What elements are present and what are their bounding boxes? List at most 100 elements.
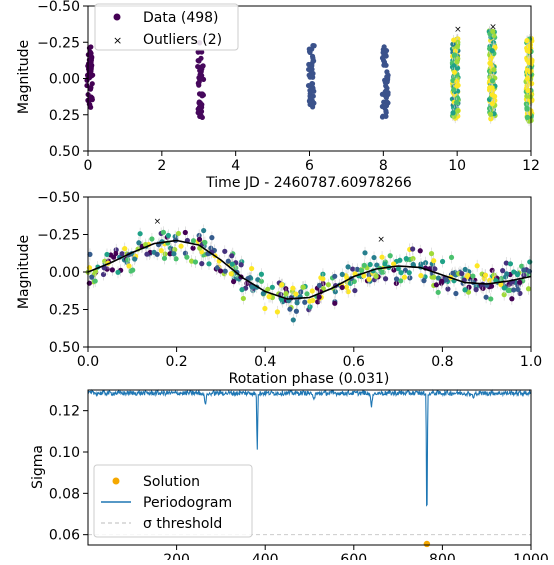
data-point xyxy=(489,92,495,98)
data-point xyxy=(358,268,365,274)
x-tick-label: 1.0 xyxy=(520,354,542,370)
data-point xyxy=(488,296,494,302)
data-point xyxy=(190,245,196,251)
data-point xyxy=(165,232,171,239)
data-point xyxy=(514,272,521,278)
data-point xyxy=(87,95,93,101)
x-tick-label: 600 xyxy=(340,552,367,560)
data-point xyxy=(454,83,460,89)
data-point xyxy=(503,260,509,266)
data-point xyxy=(249,265,255,272)
data-point xyxy=(487,60,493,66)
data-point xyxy=(345,264,351,270)
data-point xyxy=(524,37,530,44)
legend-outlier-marker: × xyxy=(113,34,122,47)
legend-threshold-label: σ threshold xyxy=(143,516,222,532)
data-point xyxy=(287,306,293,312)
data-point xyxy=(382,105,388,111)
data-point xyxy=(229,261,235,267)
data-point xyxy=(524,105,530,111)
data-point xyxy=(144,251,150,257)
data-point xyxy=(249,284,255,290)
data-point xyxy=(173,256,179,262)
data-point xyxy=(294,300,300,306)
y-tick-label: 0.50 xyxy=(49,340,80,356)
data-point xyxy=(198,113,204,119)
data-point xyxy=(505,287,511,294)
data-point xyxy=(380,54,386,61)
data-point xyxy=(524,114,530,120)
y-axis-label: Sigma xyxy=(30,445,46,489)
data-point xyxy=(315,299,321,305)
data-point xyxy=(339,284,345,291)
data-point xyxy=(379,254,385,260)
data-point xyxy=(310,55,316,61)
data-point xyxy=(524,48,530,54)
data-point xyxy=(196,75,202,81)
data-point xyxy=(161,255,168,261)
data-point xyxy=(310,85,316,91)
data-point xyxy=(361,273,367,279)
data-point xyxy=(383,109,389,116)
data-point xyxy=(309,288,315,294)
data-point xyxy=(367,261,373,268)
data-point xyxy=(214,265,220,271)
data-point xyxy=(172,247,178,253)
data-point xyxy=(489,78,496,84)
data-point xyxy=(109,267,115,273)
data-point xyxy=(403,255,409,262)
data-point xyxy=(397,257,403,263)
legend: Solution Periodogram σ threshold xyxy=(93,464,253,538)
data-point xyxy=(487,111,494,117)
data-point xyxy=(209,235,215,241)
data-point xyxy=(524,75,530,82)
data-point xyxy=(382,261,388,267)
data-point xyxy=(366,276,372,282)
data-point xyxy=(352,287,358,294)
data-point xyxy=(382,276,389,282)
x-tick-label: 4 xyxy=(231,158,240,174)
data-point xyxy=(390,261,397,267)
data-point xyxy=(455,108,461,114)
data-point xyxy=(238,262,244,268)
x-tick-label: 12 xyxy=(522,158,540,174)
data-point xyxy=(192,259,199,265)
data-point xyxy=(515,286,521,293)
data-point xyxy=(431,258,437,264)
data-point xyxy=(347,280,354,286)
data-point xyxy=(302,299,308,305)
data-point xyxy=(305,82,312,89)
data-point xyxy=(199,93,205,99)
periodogram-panel: 200 400 600 800 1000 0.06 0.08 0.10 0.12 Sigma S… xyxy=(30,388,549,565)
data-point xyxy=(269,284,275,290)
data-point xyxy=(454,65,461,71)
data-point xyxy=(154,251,160,257)
data-point xyxy=(199,261,205,267)
data-point xyxy=(490,28,496,35)
data-point xyxy=(380,50,386,56)
data-point xyxy=(439,278,445,284)
data-point xyxy=(175,230,182,237)
data-point xyxy=(443,277,450,283)
data-point xyxy=(402,267,408,273)
solution-point xyxy=(423,540,431,548)
data-point xyxy=(387,253,393,259)
data-point xyxy=(171,251,177,257)
x-tick-label: 1000 xyxy=(513,552,549,560)
data-point xyxy=(385,75,391,81)
data-point xyxy=(450,41,456,47)
x-tick-label: 0.0 xyxy=(77,354,99,370)
legend-outlier-label: Outliers (2) xyxy=(143,32,222,48)
data-point xyxy=(202,239,208,246)
data-point xyxy=(418,272,424,279)
data-point xyxy=(339,271,345,278)
data-point xyxy=(162,251,168,257)
data-point xyxy=(466,284,472,290)
y-tick-label: −0.50 xyxy=(37,0,80,15)
data-point xyxy=(501,285,507,291)
y-tick-label: 0.12 xyxy=(49,404,80,420)
data-point xyxy=(304,291,310,297)
data-point xyxy=(407,275,413,281)
data-point xyxy=(258,278,265,284)
data-point xyxy=(374,262,380,268)
